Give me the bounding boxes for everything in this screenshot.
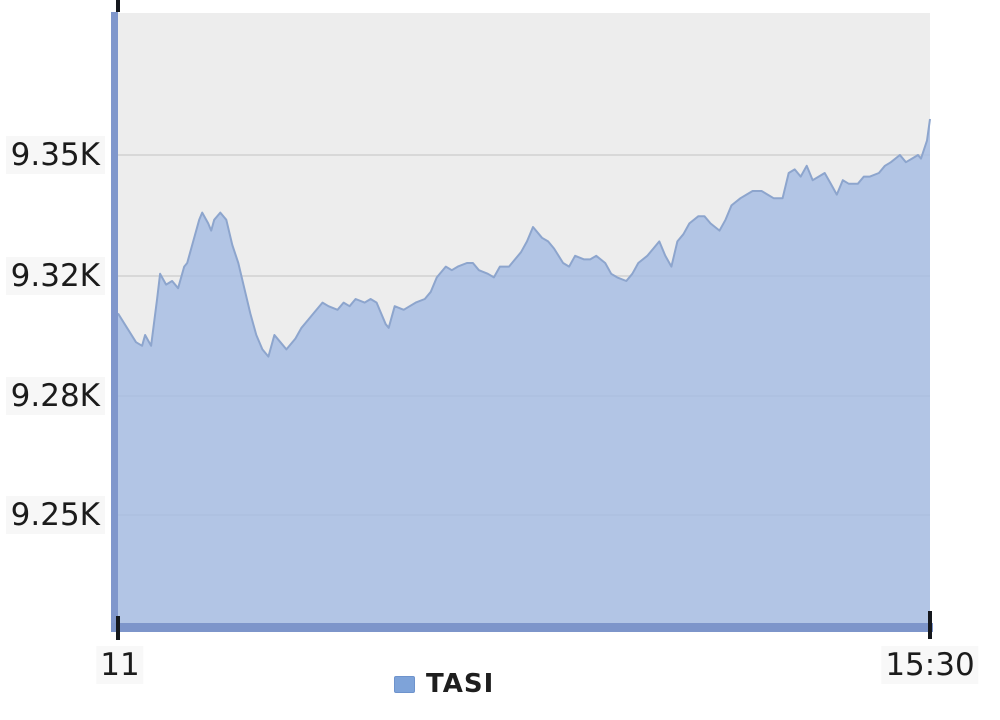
- x-axis-tick-start: [116, 616, 120, 640]
- y-axis-label: 9.25K: [5, 496, 105, 534]
- area-series-path: [118, 119, 930, 624]
- line-series-path: [117, 118, 931, 358]
- x-axis-label-start: 11: [96, 646, 144, 684]
- x-axis-line: [111, 623, 933, 632]
- x-axis-label-end: 15:30: [881, 646, 979, 684]
- y-axis-label: 9.35K: [5, 136, 105, 174]
- legend-swatch-icon: [394, 675, 415, 693]
- y-axis-label: 9.28K: [5, 377, 105, 415]
- y-axis-line: [111, 12, 118, 624]
- y-axis-top-tick: [116, 0, 120, 12]
- legend[interactable]: TASI: [394, 669, 494, 699]
- x-axis-tick-end: [928, 611, 932, 639]
- y-axis-label: 9.32K: [5, 257, 105, 295]
- legend-label: TASI: [426, 669, 495, 699]
